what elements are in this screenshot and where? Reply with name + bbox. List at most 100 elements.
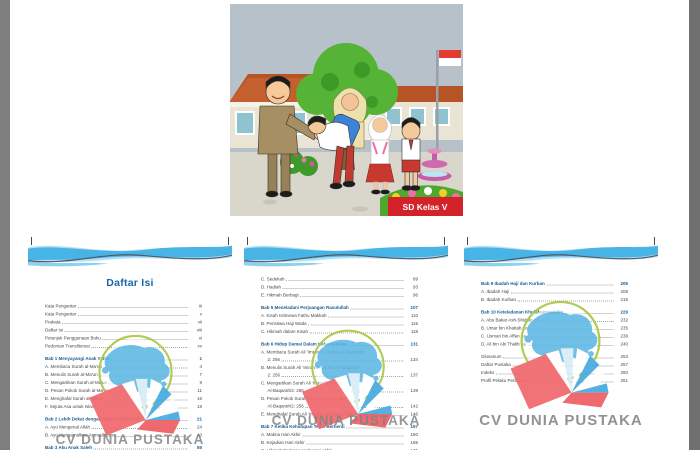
toc-page-2[interactable]: C. Sedekah 89 D. Hadiah 93 E. Hikmah Berba… [244,237,448,450]
fountain [417,148,452,181]
leader-dots [117,436,188,437]
toc-entry-label: D. Hadiah [261,284,282,290]
toc-entry-label: Daftar Pustaka [481,362,511,367]
toc-entry-label: Bab 1 Menyayangi Anak Yatim [45,356,110,361]
hijab-girl-figure [365,114,395,195]
leader-dots [517,300,614,302]
toc-entry-label: B. Umar bin Khattab r.a. [481,325,530,331]
toc-entry-label: D. Pesan Pokok Surah al-Ma'un [45,388,109,393]
toc-entry-label: Kata Pengantar [45,303,77,309]
toc-entry-page: 24 [196,424,202,430]
toc-entry-page: 171 [405,448,418,450]
toc-entry-page: xi [198,335,202,341]
page-title: Daftar Isi [106,277,154,289]
toc-page-3[interactable]: Bab 9 Ibadah Haji dan Kurban 205 A. Ibada… [464,237,658,450]
toc-entry-page: 160 [410,432,418,437]
toc-entry-page: 107 [410,305,418,310]
cover-illustration: SD Kelas V [230,4,463,216]
publisher-logo-watermark [88,334,182,437]
crop-mark [467,237,468,245]
toc-entry-label: A. Abu Bakar Ash-Shiddiq r.a. [481,317,541,323]
toc-entry-label: Petunjuk Penggunaan Buku [45,335,101,341]
schoolboy-figure [401,117,421,191]
leader-dots [300,296,404,297]
toc-page-1[interactable]: Daftar Isi Kata Pengantar iii Kata Pengan… [28,237,232,450]
leader-dots [350,308,404,310]
toc-entry-page: 21 [196,416,202,422]
cover-badge-label: SD Kelas V [403,202,448,212]
toc-entry-label: E. Hikmah Berbagi [261,292,299,298]
toc-entry: Kata Pengantar v [45,312,202,318]
toc-entry: Prakata vii [45,320,202,326]
toc-entry-page: 131 [410,341,418,347]
toc-entry-label: Glosarium [481,354,502,359]
toc-entry-label: A. Ayo Mengenal Allah [45,424,90,430]
toc-entry-page: v [199,311,202,317]
toc-entry-label2: Al-Baqarah/2: 256 [267,403,304,409]
leader-dots [282,288,404,289]
toc-entry-page: 7 [199,372,202,377]
toc-entry-label: D. Ali bin Abi Thalib r.a. [481,341,528,347]
toc-entry-label: Indeks [481,370,495,375]
toc-entry: C. Sedekah 89 [261,277,418,283]
toc-entry-page: 229 [620,309,628,315]
toc-entry-page: 118 [410,329,418,334]
toc-entry: D. Hadiah 93 [261,285,418,291]
toc-entry-label: Bab 5 Meneladani Perjuangan Rasulullah [261,305,349,310]
leader-dots [77,315,188,316]
leader-dots [530,381,614,383]
toc-entry-page: 238 [620,333,628,339]
toc-entry-label: B. Ibadah Kurban [481,297,517,302]
toc-entry-page: 146 [410,411,418,417]
toc-entry: B. Kejadian Hari Akhir 165 [261,440,418,446]
toc-entry: C. Hikmah Beriman pada Hari Akhir 171 [261,448,418,450]
toc-entry: E. Hikmah Berbagi 96 [261,293,418,299]
toc-entry-page: 9 [199,380,202,385]
toc-entry: A. Makna Hari Akhir 160 [261,432,418,438]
leader-dots [346,427,404,429]
toc-entry-label: F. Sejuta Asa untuk Islam [45,404,96,409]
header-wave-decoration [244,245,448,267]
header-wave-decoration [464,245,658,267]
viewer-right-edge [689,0,700,450]
header-wave-decoration [28,245,232,267]
toc-entry-page: 208 [620,289,628,294]
leader-dots [306,443,404,445]
toc-entry-label: B. Peristiwa Haji Wada [261,321,307,326]
toc-entry-page: xv [197,343,203,349]
toc-entry-page: 205 [620,281,628,286]
leader-dots [64,331,188,332]
toc-entry-page: 96 [412,292,418,298]
toc-entry-page: 18 [196,404,202,409]
toc-entry: Bab 3 Aku Anak Saleh 55 [45,445,202,450]
toc-entry-label: E. Menghafal Surah al-Ma'un [45,396,104,401]
toc-entry-label: Pedoman Transliterasi [45,343,90,349]
bowing-boy-figure [307,113,360,190]
crop-mark [31,237,32,245]
leader-dots [62,323,188,324]
toc-entry-page: 157 [410,424,418,429]
toc-entry: Profil Pelaku Perbukuan 261 [481,378,628,384]
book-cover-thumbnail[interactable]: SD Kelas V [230,4,463,216]
toc-entry-page: 253 [620,354,628,359]
publisher-watermark-text: CV DUNIA PUSTAKA [479,412,643,429]
toc-entry-page: 165 [410,440,418,445]
toc-entry-page: 257 [620,362,628,367]
toc-entry-page: 40 [196,432,202,438]
toc-entry-label: Bab 3 Aku Anak Saleh [45,445,93,450]
table-of-contents: Kata Pengantar iii Kata Pengantar v Prakat… [28,298,232,450]
toc-entry: Petunjuk Penggunaan Buku xi [45,336,202,342]
toc-entry-page: 93 [412,284,418,290]
toc-entry-label: Kata Pengantar [45,311,77,317]
toc-entry: A. Ibadah Haji 208 [481,289,628,295]
toc-entry-label: Bab 7 Ketika Kehidupan Telah Berhenti [261,424,345,429]
toc-entry-label: B. Menulis Surah al-Ma'un [45,372,98,377]
leader-dots [77,307,188,308]
publisher-watermark-text: CV DUNIA PUSTAKA [55,432,205,447]
toc-entry: Bab 5 Meneladani Perjuangan Rasulullah 10… [261,305,418,311]
toc-entry-label: A. Makna Hari Akhir [261,432,301,437]
toc-entry-page: iii [199,303,202,309]
toc-entry-label: C. Hikmah dalam Kisah [261,329,309,334]
leader-dots [102,339,188,340]
kelas-badge: SD Kelas V [388,197,463,216]
